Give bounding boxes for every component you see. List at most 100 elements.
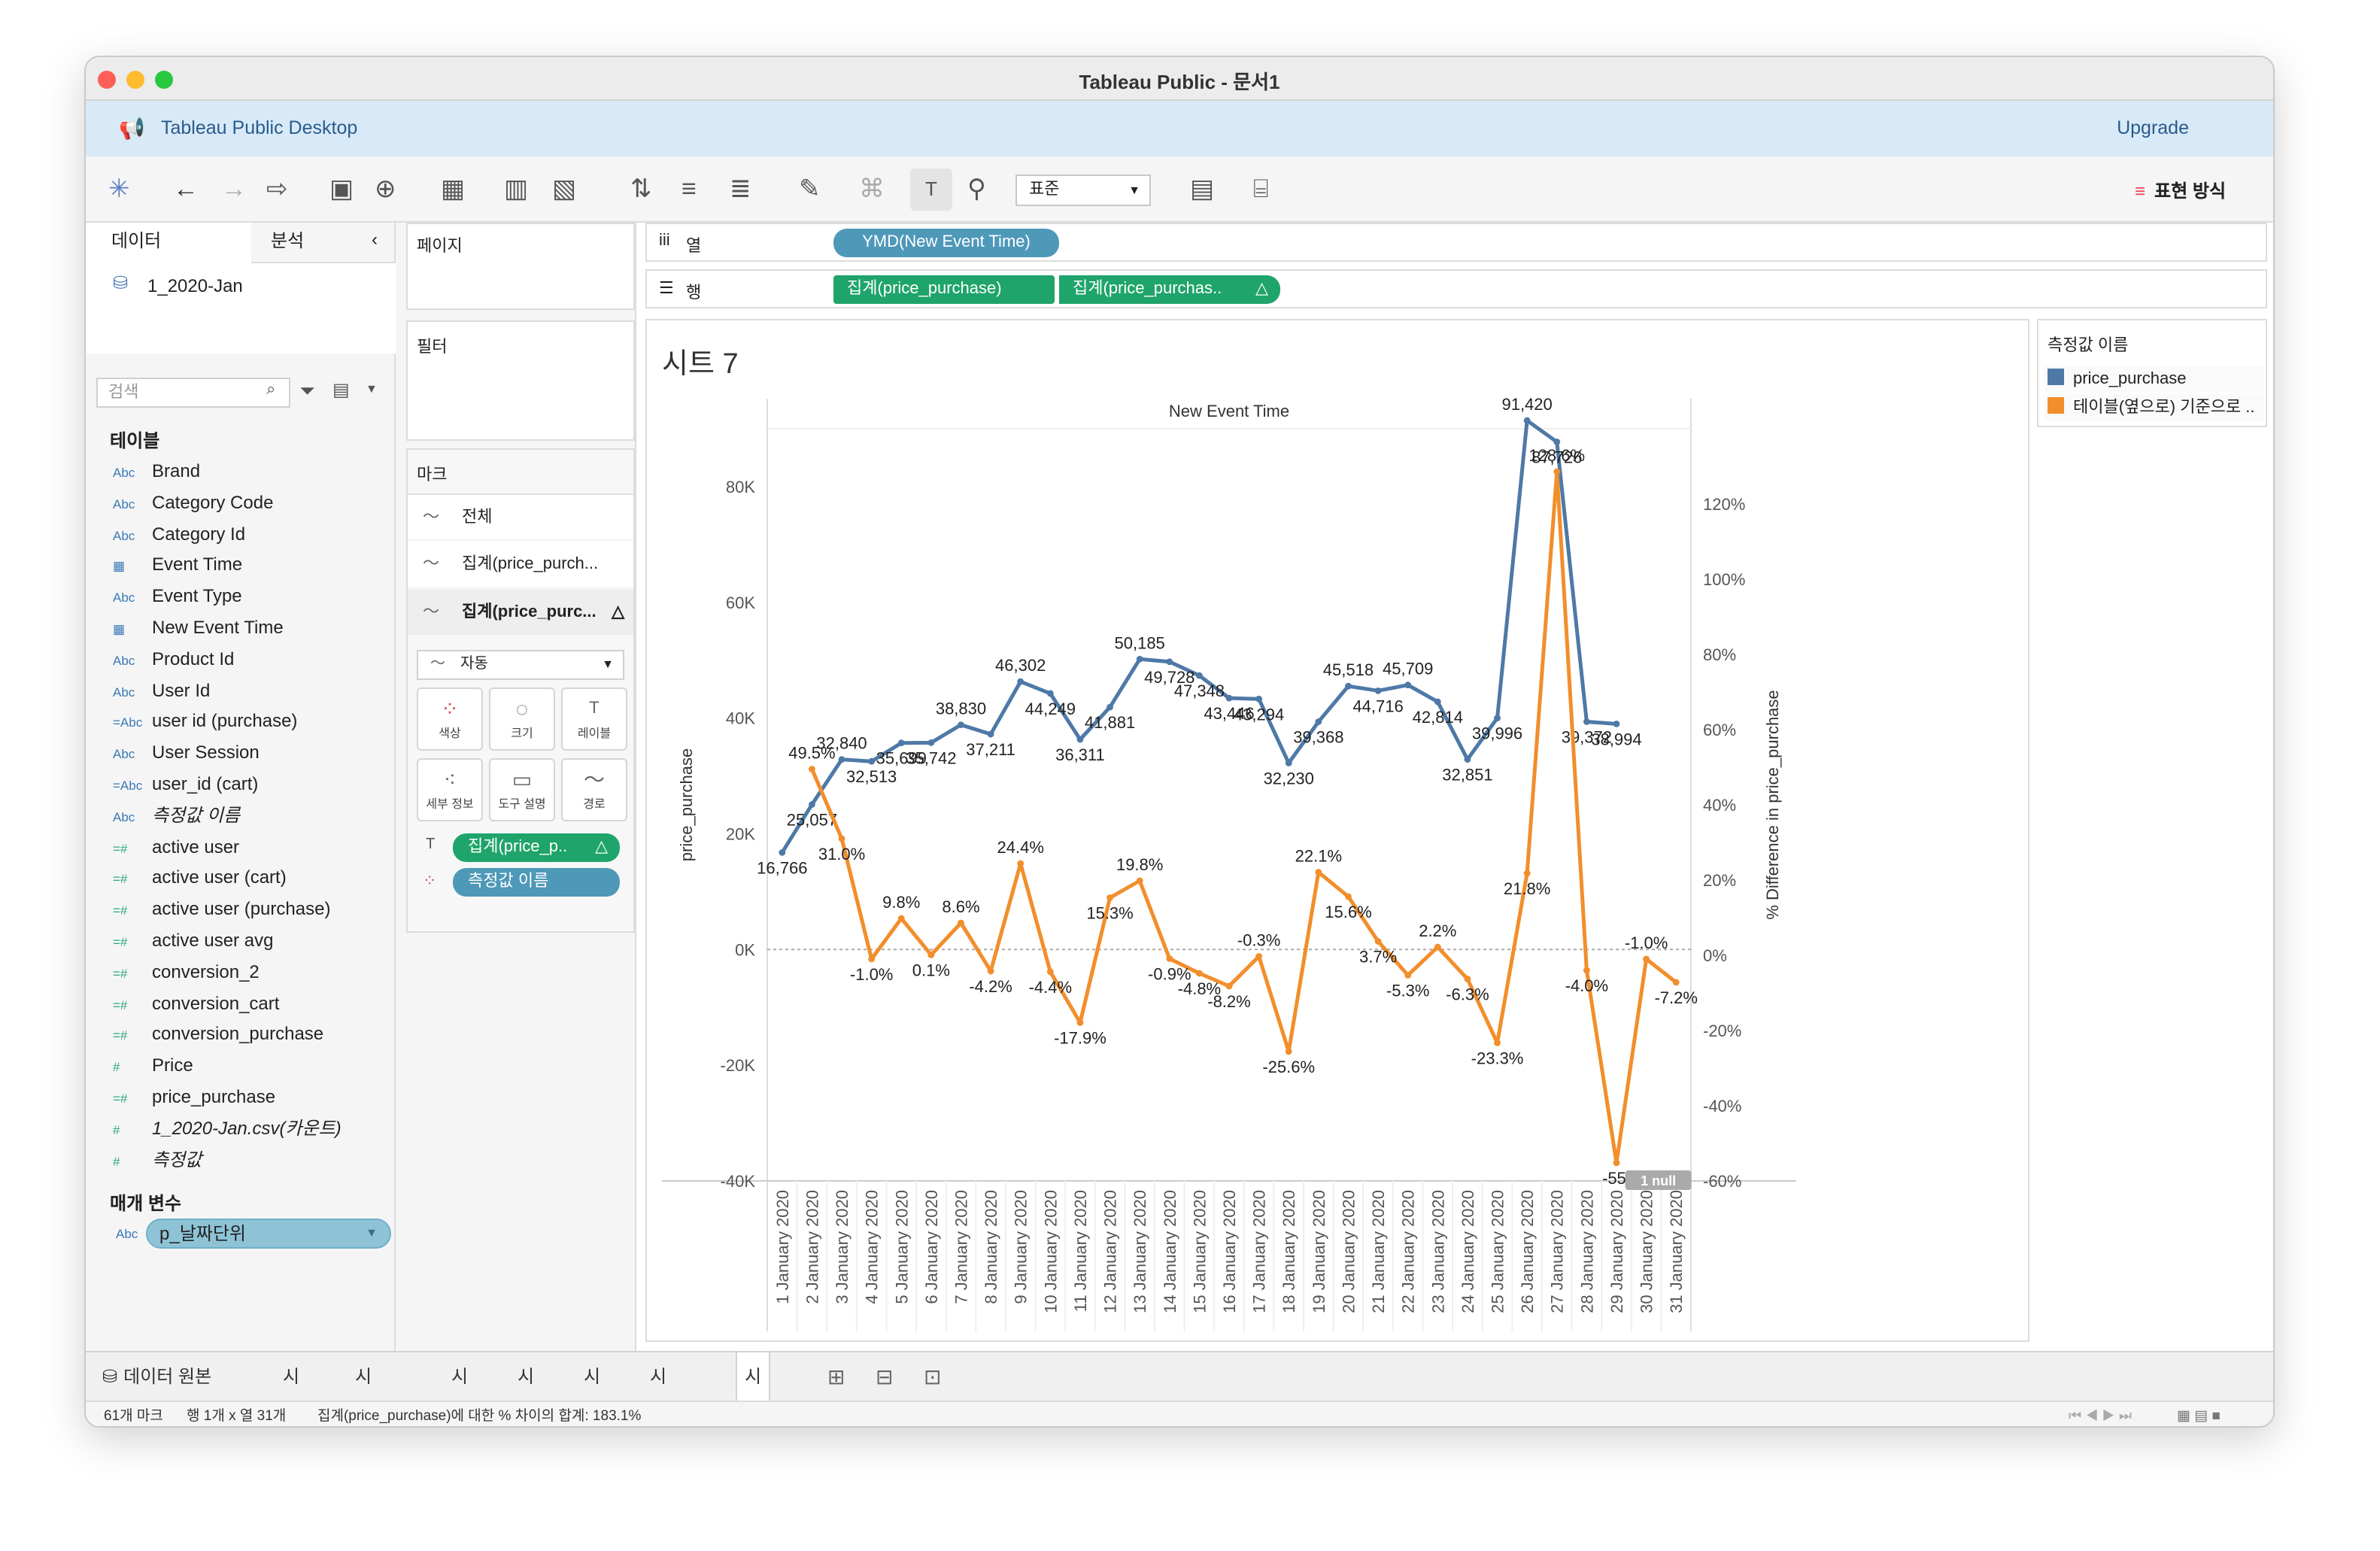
new-story-icon[interactable]: ⊡	[924, 1364, 942, 1389]
data-point[interactable]	[1583, 967, 1590, 974]
marks-measure-1[interactable]: 〜 집계(price_purch...	[408, 542, 633, 587]
field-item[interactable]: =Abc user id (purchase)	[113, 706, 297, 736]
size-button[interactable]: ◌ 크기	[489, 687, 555, 751]
data-point[interactable]	[1017, 678, 1025, 685]
zoom-window-button[interactable]	[155, 71, 173, 89]
marks-all[interactable]: 〜 전체	[408, 493, 633, 539]
data-point[interactable]	[1553, 439, 1561, 445]
field-item[interactable]: =# active user	[113, 831, 239, 861]
new-worksheet-icon[interactable]: ⊞	[827, 1364, 845, 1389]
data-point[interactable]	[1464, 756, 1471, 763]
data-point[interactable]	[1434, 698, 1441, 706]
close-window-button[interactable]	[98, 71, 116, 89]
tab-sheet[interactable]: 시트 5 (2)	[650, 1366, 667, 1426]
data-point[interactable]	[809, 766, 815, 772]
data-point[interactable]	[958, 919, 964, 927]
data-point[interactable]	[1076, 1019, 1084, 1026]
data-point[interactable]	[1255, 953, 1263, 960]
filters-card[interactable]: 필터	[406, 320, 635, 441]
field-item[interactable]: =# conversion_2	[113, 957, 260, 987]
tab-sheet[interactable]: 시트 1 (2)	[355, 1366, 372, 1426]
data-point[interactable]	[1643, 955, 1650, 963]
field-item[interactable]: Abc User Session	[113, 737, 260, 767]
data-point[interactable]	[868, 955, 876, 963]
data-point[interactable]	[1107, 703, 1113, 711]
duplicate-sheet-icon[interactable]: ▥	[504, 175, 529, 203]
data-point[interactable]	[1046, 968, 1054, 976]
filter-icon[interactable]: ⏷	[299, 379, 315, 402]
color-button[interactable]: ⁘ 색상	[417, 687, 483, 751]
field-item[interactable]: ▦ New Event Time	[113, 612, 284, 642]
fit-select[interactable]: 표준 ▼	[1015, 175, 1151, 206]
field-item[interactable]: =# conversion_purchase	[113, 1019, 323, 1049]
legend-item[interactable]: price_purchase	[2045, 366, 2264, 393]
tab-sheet[interactable]: 시트 4	[518, 1366, 535, 1426]
data-point[interactable]	[1017, 860, 1025, 867]
data-point[interactable]	[1315, 718, 1322, 725]
columns-pill[interactable]: YMD(New Event Time)	[833, 229, 1059, 257]
field-item[interactable]: Abc 측정값 이름	[113, 800, 240, 830]
sheet-sorter-icon[interactable]: ▦ ▤ ■	[2177, 1408, 2221, 1425]
undo-icon[interactable]: ←	[173, 175, 199, 203]
chevron-down-icon[interactable]: ▼	[366, 382, 378, 396]
field-item[interactable]: =# conversion_cart	[113, 988, 279, 1018]
data-point[interactable]	[897, 739, 905, 747]
data-point[interactable]	[1225, 982, 1233, 990]
field-item[interactable]: # Price	[113, 1050, 193, 1080]
field-item[interactable]: Abc User Id	[113, 675, 210, 705]
field-item[interactable]: Abc Event Type	[113, 581, 242, 611]
data-point[interactable]	[1166, 658, 1173, 666]
presentation-icon[interactable]: ⌸	[1253, 175, 1269, 203]
pin-icon[interactable]: ⚲	[967, 175, 986, 203]
search-input[interactable]: 검색	[96, 378, 290, 408]
parameter-pill[interactable]: p_날짜단위 ▼	[146, 1219, 391, 1249]
data-point[interactable]	[1315, 869, 1322, 876]
data-point[interactable]	[868, 757, 876, 765]
data-point[interactable]	[1345, 893, 1352, 900]
group-icon[interactable]: ⌘	[859, 175, 885, 203]
rows-pill-1[interactable]: 집계(price_purchase)	[833, 275, 1055, 304]
show-labels-icon[interactable]: T	[910, 168, 952, 211]
marks-measure-2[interactable]: 〜 집계(price_purc... △	[408, 590, 633, 635]
sort-asc-icon[interactable]: ≡	[682, 175, 697, 203]
data-point[interactable]	[1553, 468, 1561, 475]
data-point[interactable]	[1374, 687, 1382, 694]
field-item[interactable]: Abc Brand	[113, 456, 200, 486]
field-item[interactable]: =# active user (cart)	[113, 863, 287, 893]
data-point[interactable]	[987, 967, 994, 975]
datasource-name[interactable]: 1_2020-Jan	[147, 275, 243, 296]
data-point[interactable]	[1613, 1159, 1620, 1167]
data-point[interactable]	[958, 721, 964, 729]
data-point[interactable]	[1285, 1048, 1292, 1055]
data-point[interactable]	[1583, 718, 1590, 725]
mark-type-select[interactable]: 〜 자동 ▼	[417, 650, 624, 680]
field-item[interactable]: ▦ Event Time	[113, 550, 242, 580]
label-pill[interactable]: 집계(price_p.. △	[453, 833, 620, 862]
show-me-button[interactable]: ≡ 표현 방식	[2135, 178, 2226, 203]
replay-icon[interactable]: ⇨	[266, 175, 288, 203]
data-point[interactable]	[927, 952, 935, 958]
tab-analysis[interactable]: 분석	[251, 223, 396, 263]
tooltip-button[interactable]: ▭ 도구 설명	[489, 758, 555, 821]
tab-active-sheet[interactable]: 시트 7	[736, 1352, 771, 1426]
data-point[interactable]	[1076, 736, 1084, 743]
data-point[interactable]	[838, 835, 845, 842]
field-item[interactable]: =# active user avg	[113, 925, 273, 955]
new-worksheet-icon[interactable]: ▦	[441, 175, 466, 203]
columns-shelf[interactable]: iii 열 YMD(New Event Time)	[645, 223, 2267, 262]
data-point[interactable]	[809, 801, 815, 808]
data-point[interactable]	[1672, 979, 1680, 986]
new-dashboard-icon[interactable]: ⊟	[876, 1364, 894, 1389]
save-icon[interactable]: ▣	[329, 175, 354, 203]
data-point[interactable]	[838, 756, 845, 763]
data-point[interactable]	[1285, 759, 1292, 766]
tab-sheet[interactable]: 시트 5	[584, 1366, 601, 1426]
sheet-navigation-icon[interactable]: ⏮ ◀ ▶ ⏭	[2069, 1408, 2132, 1425]
data-point[interactable]	[1464, 976, 1471, 982]
tableau-logo-icon[interactable]: ✳	[108, 175, 130, 203]
sort-desc-icon[interactable]: ≣	[730, 175, 751, 203]
list-view-icon[interactable]: ▤	[332, 379, 350, 400]
cards-icon[interactable]: ▤	[1190, 175, 1215, 203]
color-pill[interactable]: 측정값 이름	[453, 868, 620, 897]
data-point[interactable]	[1136, 877, 1143, 885]
